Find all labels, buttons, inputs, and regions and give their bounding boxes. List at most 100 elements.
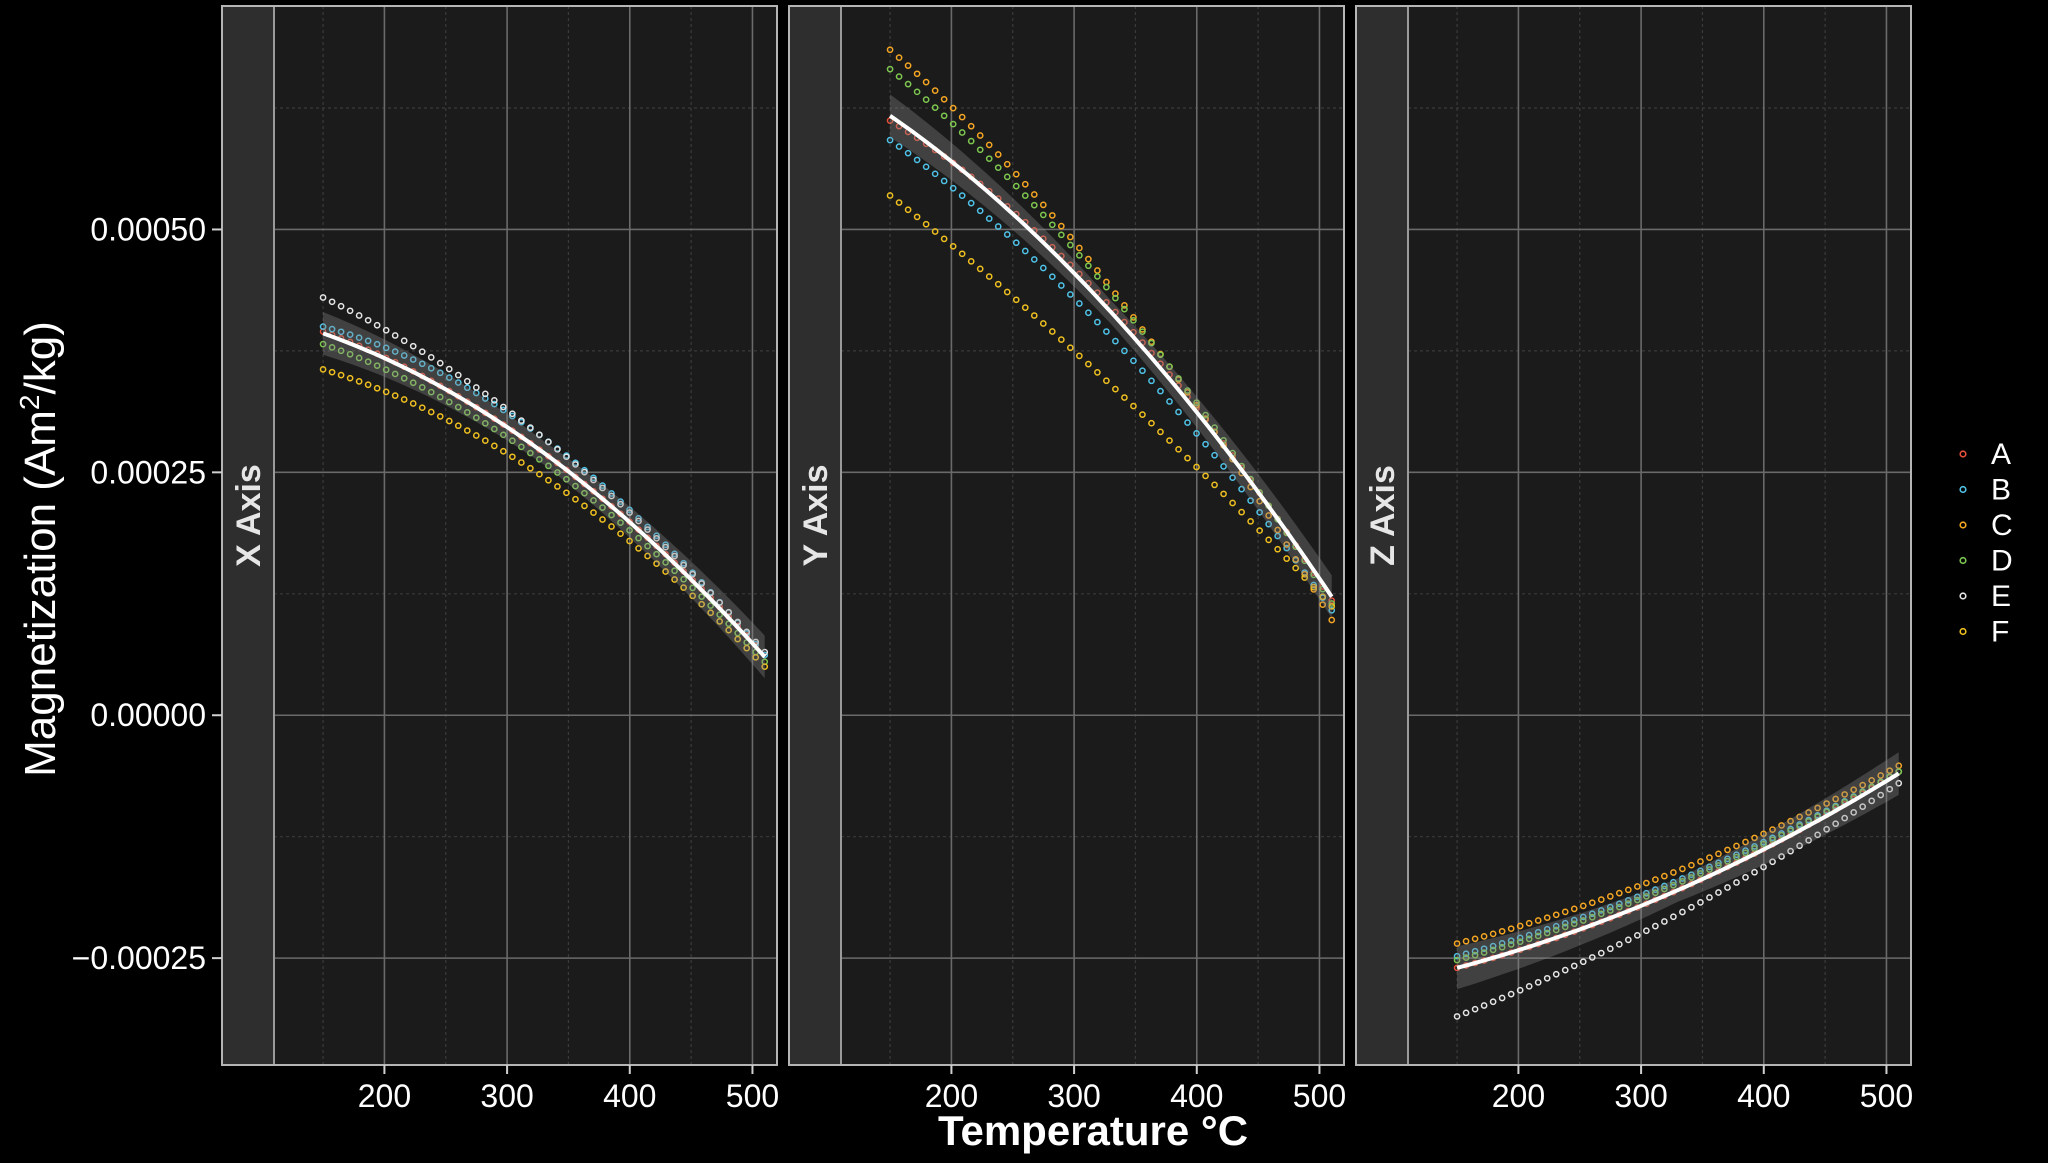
data-point: [1733, 853, 1740, 861]
data-point: [662, 543, 669, 551]
data-point: [499, 447, 507, 455]
data-point: [1823, 800, 1830, 807]
data-point: [1823, 825, 1830, 833]
data-point: [319, 366, 327, 373]
data-point: [1211, 481, 1218, 489]
data-point: [545, 462, 552, 470]
data-point: [644, 523, 651, 531]
data-point: [1751, 843, 1758, 850]
y-axis-title-sup: 2: [14, 394, 45, 410]
data-point: [1787, 817, 1794, 825]
data-point: [1570, 962, 1578, 970]
y-axis-title-main: Magnetization (Am: [16, 410, 65, 777]
data-point: [1877, 772, 1885, 779]
data-point: [1760, 863, 1767, 871]
data-point: [1570, 920, 1578, 928]
data-point: [1661, 882, 1668, 890]
data-point: [913, 213, 921, 221]
data-point: [1661, 872, 1668, 880]
data-point: [1274, 526, 1282, 534]
data-point: [931, 104, 939, 112]
data-point: [1561, 966, 1569, 974]
data-point: [985, 215, 993, 222]
strip-background: [789, 6, 841, 1065]
data-point: [1733, 851, 1740, 859]
data-point: [698, 600, 705, 608]
data-point: [536, 431, 543, 439]
data-point: [382, 326, 390, 334]
data-point: [1012, 182, 1020, 190]
data-point: [940, 235, 948, 243]
data-point: [445, 365, 453, 373]
data-point: [958, 129, 966, 136]
data-point: [1652, 889, 1659, 897]
legend-key: [1959, 485, 1967, 494]
legend-label: F: [1991, 616, 2009, 649]
data-point: [1579, 917, 1587, 924]
y-axis-title-tail: /kg): [16, 321, 65, 394]
data-point: [994, 164, 1002, 172]
data-point: [454, 379, 462, 386]
data-point: [418, 348, 426, 356]
data-point: [1733, 879, 1740, 886]
legend-item-A: A: [1959, 438, 2011, 471]
data-point: [1202, 472, 1209, 480]
data-point: [985, 155, 993, 163]
data-point: [886, 192, 894, 199]
data-point: [1633, 893, 1641, 901]
series-D: [1453, 768, 1903, 964]
data-point: [1292, 564, 1300, 572]
data-point: [418, 404, 426, 412]
data-point: [1868, 776, 1876, 784]
data-point: [364, 337, 372, 345]
data-point: [1570, 905, 1578, 913]
data-point: [1652, 876, 1659, 883]
data-point: [509, 453, 516, 461]
data-point: [436, 413, 444, 420]
data-point: [409, 342, 417, 350]
data-point: [940, 95, 948, 103]
data-point: [1166, 398, 1173, 405]
data-point: [355, 354, 363, 362]
data-point: [454, 371, 462, 379]
panel-x-axis: X Axis: [221, 5, 778, 1066]
data-point: [481, 390, 489, 398]
data-point: [1220, 490, 1227, 498]
data-point: [635, 517, 642, 525]
data-point: [1805, 809, 1812, 816]
data-point: [1633, 896, 1641, 904]
data-point: [554, 483, 561, 490]
data-point: [653, 534, 660, 542]
data-point: [1085, 262, 1092, 270]
series-F: [319, 366, 769, 671]
data-point: [1588, 913, 1596, 921]
data-point: [545, 476, 552, 484]
data-point: [373, 340, 381, 348]
series-E: [1453, 779, 1903, 1020]
data-point: [1489, 946, 1497, 954]
data-point: [499, 406, 507, 414]
data-point: [337, 371, 345, 379]
data-point: [1489, 942, 1497, 950]
data-point: [1715, 850, 1722, 858]
panel-background: [789, 6, 1344, 1065]
data-point: [1751, 834, 1758, 842]
data-point: [1048, 328, 1056, 335]
data-point: [1516, 986, 1524, 994]
data-point: [1633, 931, 1641, 939]
data-point: [518, 443, 525, 451]
data-point: [1588, 910, 1596, 918]
data-point: [1769, 858, 1776, 866]
data-point: [1652, 886, 1659, 893]
data-point: [1706, 866, 1713, 873]
data-point: [1480, 945, 1488, 953]
data-point: [1760, 830, 1767, 838]
data-point: [1588, 899, 1596, 907]
data-point: [1094, 273, 1101, 280]
data-point: [400, 337, 408, 345]
data-point: [1498, 943, 1506, 951]
data-point: [1238, 485, 1245, 493]
data-point: [1328, 600, 1336, 607]
data-point: [1624, 886, 1632, 894]
